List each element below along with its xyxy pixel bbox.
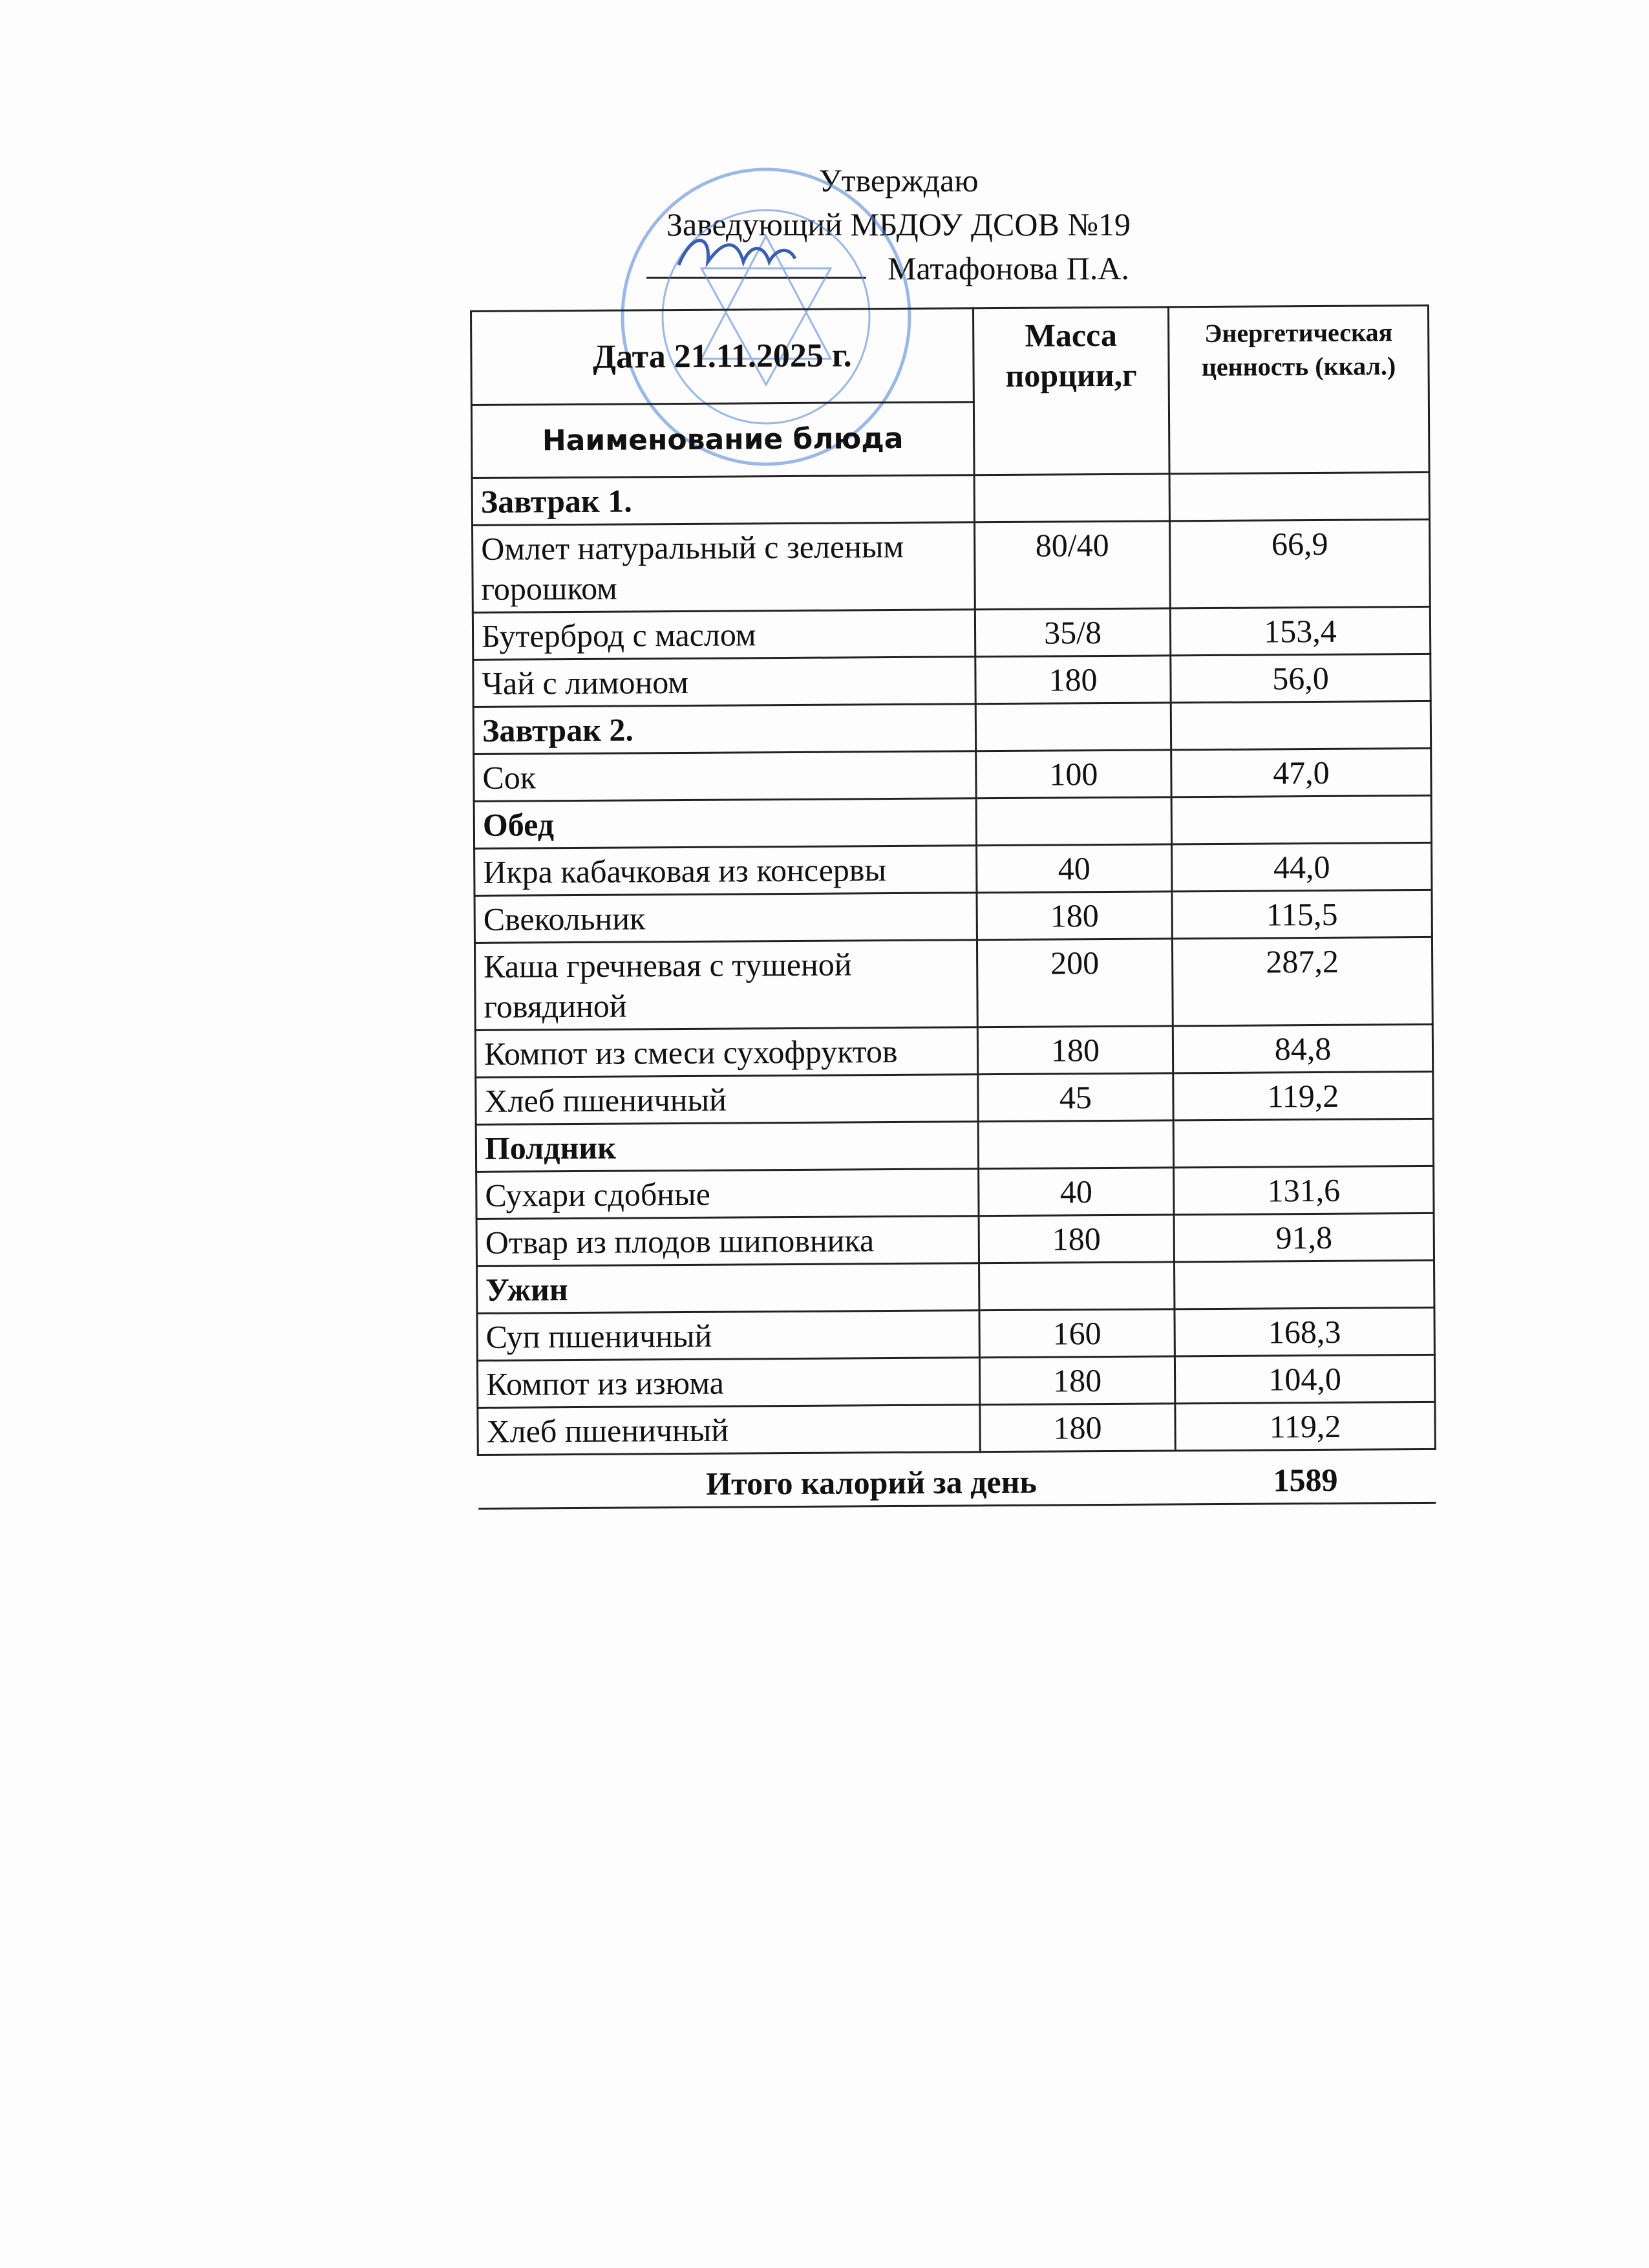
portion-mass: 80/40 <box>974 520 1171 610</box>
portion-mass <box>978 1120 1174 1169</box>
portion-mass: 180 <box>977 1025 1173 1075</box>
energy-value: 115,5 <box>1172 890 1432 939</box>
total-row: Итого калорий за день 1589 <box>478 1449 1436 1509</box>
energy-value: 47,0 <box>1171 748 1432 797</box>
energy-value: 84,8 <box>1173 1024 1433 1073</box>
dish-name: Обед <box>474 798 977 849</box>
dish-name: Хлеб пшеничный <box>475 1074 979 1125</box>
dish-name: Завтрак 2. <box>473 703 976 754</box>
dish-name: Чай с лимоном <box>473 656 976 707</box>
dish-name: Компот из смеси сухофруктов <box>475 1027 978 1078</box>
energy-value <box>1174 1260 1434 1309</box>
total-value: 1589 <box>1175 1449 1436 1504</box>
dish-name: Отвар из плодов шиповника <box>476 1215 979 1267</box>
total-label: Итого калорий за день <box>478 1450 1176 1509</box>
portion-mass: 180 <box>975 655 1171 704</box>
dish-name: Полдник <box>476 1121 979 1172</box>
section-row: Завтрак 1. <box>472 472 1430 526</box>
section-row: Обед <box>474 795 1432 849</box>
energy-value: 66,9 <box>1169 519 1431 608</box>
date-header: Дата 21.11.2025 г. <box>471 308 974 405</box>
energy-value: 104,0 <box>1175 1354 1435 1404</box>
table-row: Компот из смеси сухофруктов 180 84,8 <box>475 1024 1433 1078</box>
dish-name: Завтрак 1. <box>472 475 975 526</box>
dish-name: Бутерброд с маслом <box>473 609 975 660</box>
section-row: Ужин <box>476 1260 1434 1314</box>
energy-value: 153,4 <box>1170 606 1431 656</box>
signature-line <box>646 277 866 279</box>
table-row: Каша гречневая с тушеной говядиной 200 287… <box>474 937 1433 1031</box>
energy-value <box>1171 701 1431 750</box>
dish-name: Суп пшеничный <box>476 1310 980 1361</box>
portion-mass: 180 <box>979 1403 1176 1452</box>
portion-mass: 180 <box>977 891 1173 940</box>
table-row: Чай с лимоном 180 56,0 <box>473 654 1431 707</box>
portion-mass: 35/8 <box>975 608 1171 657</box>
portion-mass: 40 <box>976 844 1173 893</box>
table-row: Омлет натуральный с зеленым горошком 80/4… <box>472 519 1431 613</box>
energy-value <box>1169 472 1430 521</box>
portion-mass: 160 <box>979 1309 1175 1358</box>
dish-name: Свекольник <box>474 892 977 943</box>
energy-value: 168,3 <box>1174 1307 1435 1356</box>
table-row: Компот из изюма 180 104,0 <box>477 1354 1435 1408</box>
table-row: Свекольник 180 115,5 <box>474 890 1432 943</box>
table-row: Отвар из плодов шиповника 180 91,8 <box>476 1213 1434 1267</box>
portion-mass <box>976 797 1172 846</box>
dish-name-header: Наименование блюда <box>471 401 975 478</box>
portion-mass: 180 <box>979 1214 1175 1263</box>
portion-mass: 100 <box>975 749 1172 798</box>
table-row: Хлеб пшеничный 180 119,2 <box>477 1402 1436 1455</box>
portion-mass: 200 <box>977 938 1173 1027</box>
dish-name: Ужин <box>476 1263 979 1314</box>
dish-name: Омлет натуральный с зеленым горошком <box>472 522 975 613</box>
energy-header: Энергетическая ценность (ккал.) <box>1168 305 1430 474</box>
approval-signatory: Матафонова П.А. <box>887 250 1130 286</box>
table-row: Хлеб пшеничный 45 119,2 <box>475 1071 1434 1125</box>
portion-mass: 40 <box>978 1167 1175 1216</box>
portion-mass <box>975 702 1171 751</box>
energy-value: 56,0 <box>1170 654 1431 703</box>
energy-value: 119,2 <box>1173 1071 1434 1120</box>
table-row: Сок 100 47,0 <box>473 748 1432 802</box>
mass-header: Масса порции,г <box>973 306 1170 475</box>
energy-value: 44,0 <box>1171 842 1432 892</box>
signature-icon <box>677 239 797 268</box>
portion-mass: 180 <box>979 1356 1175 1405</box>
energy-value <box>1171 795 1432 844</box>
table-row: Сухари сдобные 40 131,6 <box>476 1166 1434 1219</box>
official-stamp-icon <box>621 167 911 466</box>
portion-mass <box>974 473 1170 522</box>
portion-mass <box>979 1261 1175 1311</box>
section-row: Полдник <box>476 1118 1434 1172</box>
dish-name: Хлеб пшеничный <box>477 1404 981 1455</box>
table-row: Икра кабачковая из консервы 40 44,0 <box>474 842 1432 896</box>
dish-name: Икра кабачковая из консервы <box>474 845 977 896</box>
portion-mass: 45 <box>977 1073 1174 1122</box>
energy-value: 119,2 <box>1175 1402 1436 1451</box>
energy-value <box>1173 1118 1434 1168</box>
dish-name: Каша гречневая с тушеной говядиной <box>474 939 978 1031</box>
table-row: Суп пшеничный 160 168,3 <box>476 1307 1435 1361</box>
section-row: Завтрак 2. <box>473 701 1431 754</box>
menu-table: Дата 21.11.2025 г. Масса порции,г Энерге… <box>470 305 1436 1510</box>
dish-name: Сок <box>473 751 977 802</box>
energy-value: 91,8 <box>1174 1213 1434 1262</box>
dish-name: Компот из изюма <box>477 1357 980 1408</box>
dish-name: Сухари сдобные <box>476 1168 979 1219</box>
energy-value: 287,2 <box>1172 937 1433 1026</box>
energy-value: 131,6 <box>1173 1166 1434 1215</box>
table-row: Бутерброд с маслом 35/8 153,4 <box>473 606 1431 660</box>
